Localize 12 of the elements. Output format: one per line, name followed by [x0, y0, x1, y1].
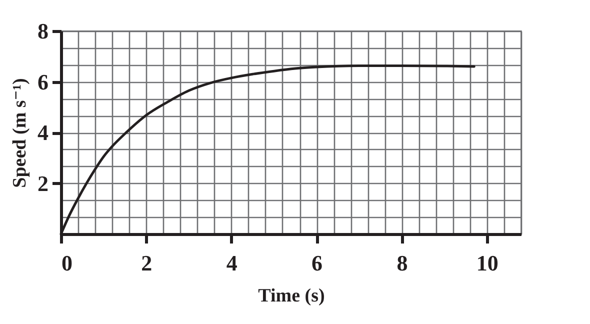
x-tick-label: 10: [476, 250, 498, 276]
x-axis-title: Time (s): [258, 286, 325, 306]
y-tick-label: 8: [38, 18, 48, 44]
x-tick-label: 4: [226, 250, 238, 276]
y-tick-label: 2: [38, 170, 48, 196]
x-tick-label: 2: [141, 250, 152, 276]
text: 0: [62, 250, 72, 276]
x-tick-label: 8: [396, 250, 408, 276]
y-tick-label: 6: [38, 69, 48, 94]
y-tick-label: 4: [38, 120, 48, 145]
x-tick-label: 6: [312, 250, 323, 276]
y-axis-title: Speed (m s⁻¹): [10, 78, 30, 188]
